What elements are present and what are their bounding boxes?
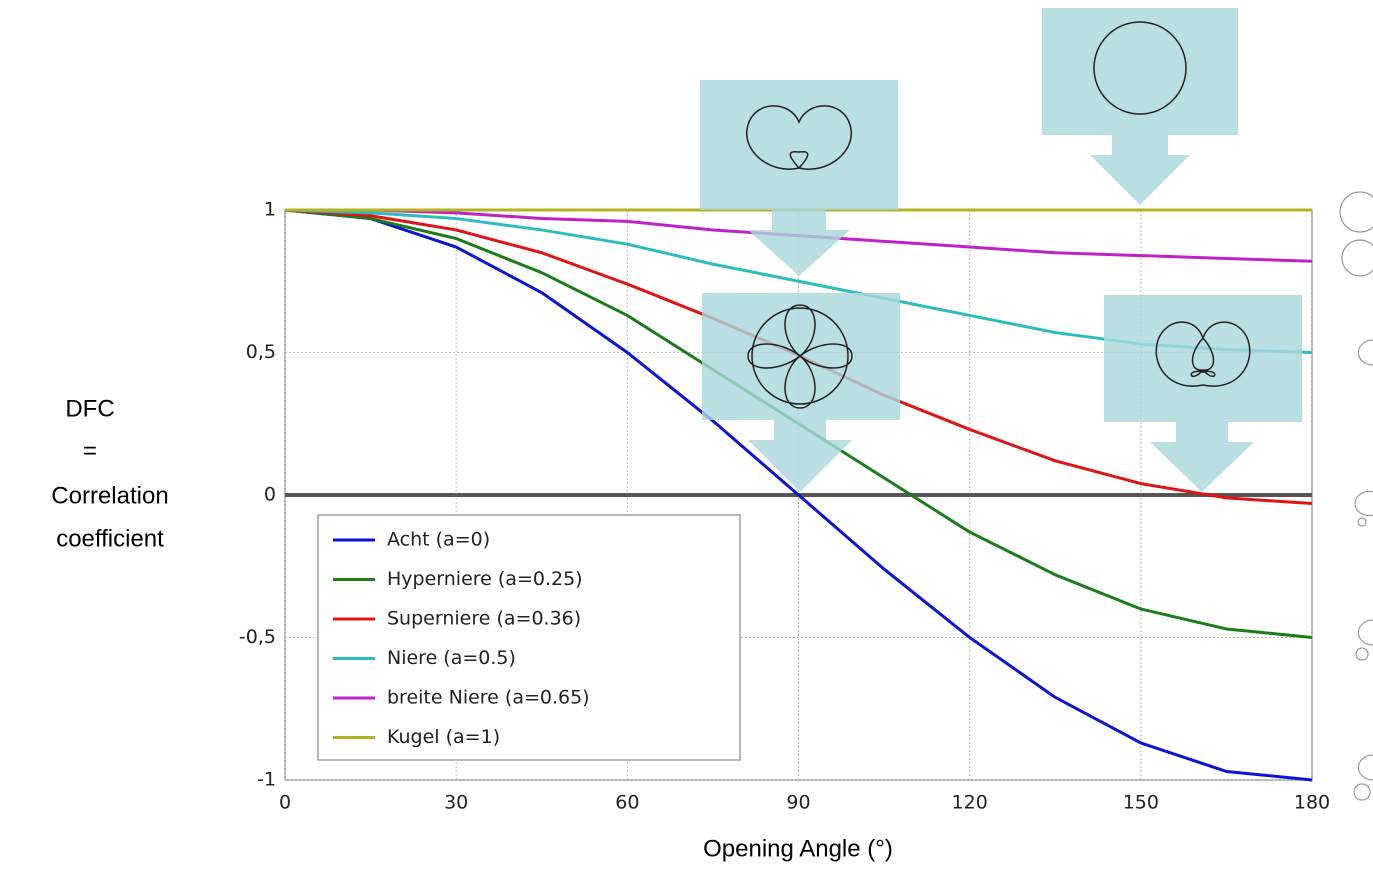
y-axis-label-line: Correlation — [51, 482, 168, 509]
x-tick-label: 60 — [615, 792, 639, 814]
y-axis-label: DFC = Correlation coefficient — [51, 395, 168, 552]
y-tick-label: 1 — [264, 199, 276, 221]
icon — [1358, 340, 1373, 365]
y-axis-label-line: = — [83, 437, 97, 464]
chart: Acht (a=0) Hyperniere (a=0.25) Superniere … — [0, 0, 1373, 870]
legend-label: Superniere (a=0.36) — [387, 608, 581, 630]
legend-label: breite Niere (a=0.65) — [387, 687, 590, 709]
x-tick-label: 0 — [279, 792, 291, 814]
legend-label: Acht (a=0) — [387, 529, 490, 551]
icon — [1340, 192, 1373, 232]
y-tick-label: 0 — [264, 484, 276, 506]
icon — [1354, 755, 1373, 800]
y-axis-label-line: coefficient — [56, 525, 164, 552]
plot-area: Acht (a=0) Hyperniere (a=0.25) Superniere … — [285, 210, 1312, 780]
x-tick-label: 30 — [444, 792, 468, 814]
y-axis-label-line: DFC — [65, 395, 114, 422]
legend-label: Kugel (a=1) — [387, 726, 500, 748]
icon — [1356, 620, 1373, 660]
x-tick-label: 180 — [1294, 792, 1330, 814]
y-tick-label: -1 — [257, 769, 276, 791]
x-tick-label: 90 — [786, 792, 810, 814]
y-tick-label: 0,5 — [246, 341, 276, 363]
legend: Acht (a=0) Hyperniere (a=0.25) Superniere … — [318, 515, 740, 760]
legend-box — [318, 515, 740, 760]
x-tick-label: 120 — [952, 792, 988, 814]
legend-label: Hyperniere (a=0.25) — [387, 568, 583, 590]
x-axis-label: Opening Angle (°) — [703, 835, 893, 862]
icon — [1342, 240, 1373, 276]
icon — [1355, 492, 1373, 526]
right-icons — [1340, 192, 1373, 800]
y-tick-label: -0,5 — [239, 626, 276, 648]
legend-label: Niere (a=0.5) — [387, 647, 516, 669]
x-tick-label: 150 — [1123, 792, 1159, 814]
